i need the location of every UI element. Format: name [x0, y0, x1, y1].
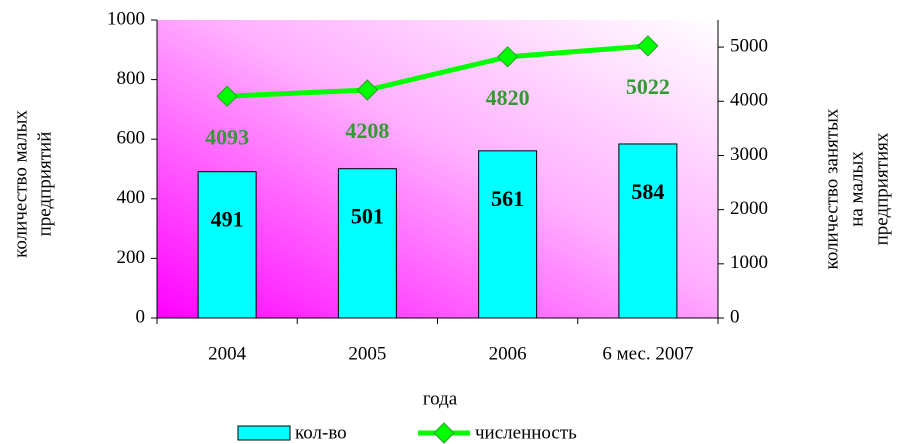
- x-axis-title: года: [423, 388, 458, 409]
- bar-value-label: 491: [211, 207, 244, 232]
- y2-axis-title: количество занятых: [821, 108, 842, 269]
- bar: [197, 171, 257, 319]
- x-tick-label: 6 мес. 2007: [602, 343, 693, 364]
- bar: [478, 150, 538, 319]
- y-tick-label: 600: [117, 128, 146, 149]
- y-tick-label: 800: [117, 68, 146, 89]
- y2-tick-label: 3000: [730, 144, 768, 165]
- bar-value-label: 584: [631, 179, 664, 204]
- bar-value-label: 561: [491, 186, 524, 211]
- y-tick-label: 400: [117, 187, 146, 208]
- legend-label: численность: [475, 422, 577, 443]
- y-tick-label: 0: [136, 306, 146, 327]
- line-marker: [637, 35, 659, 57]
- line-marker: [216, 85, 238, 107]
- line-value-label: 4208: [345, 118, 389, 143]
- legend-marker: [433, 422, 455, 444]
- line-marker: [496, 46, 519, 68]
- y2-tick-label: 0: [730, 306, 740, 327]
- y2-tick-label: 1000: [730, 252, 768, 273]
- y-axis-title: количество малых: [10, 110, 31, 258]
- line-value-label: 4093: [205, 124, 249, 149]
- y2-tick-label: 4000: [730, 90, 768, 111]
- line-marker: [356, 79, 379, 101]
- legend-swatch: [237, 425, 291, 441]
- y2-axis-title: на малых: [846, 151, 867, 227]
- line: [227, 43, 649, 99]
- y-tick-label: 200: [117, 247, 146, 268]
- bar: [337, 168, 397, 319]
- y2-axis-title: предприятиях: [871, 132, 892, 245]
- bar-value-label: 501: [351, 204, 384, 229]
- x-tick-label: 2005: [348, 343, 386, 364]
- line-value-label: 5022: [626, 74, 670, 99]
- y2-tick-label: 5000: [730, 35, 768, 56]
- y2-tick-label: 2000: [730, 198, 768, 219]
- x-tick-label: 2004: [208, 343, 247, 364]
- line-value-label: 4820: [486, 85, 530, 110]
- legend-label: кол-во: [295, 422, 347, 443]
- y-tick-label: 1000: [107, 8, 145, 29]
- bar: [618, 143, 678, 319]
- x-tick-label: 2006: [489, 343, 527, 364]
- y-axis-title: предприятий: [34, 132, 55, 237]
